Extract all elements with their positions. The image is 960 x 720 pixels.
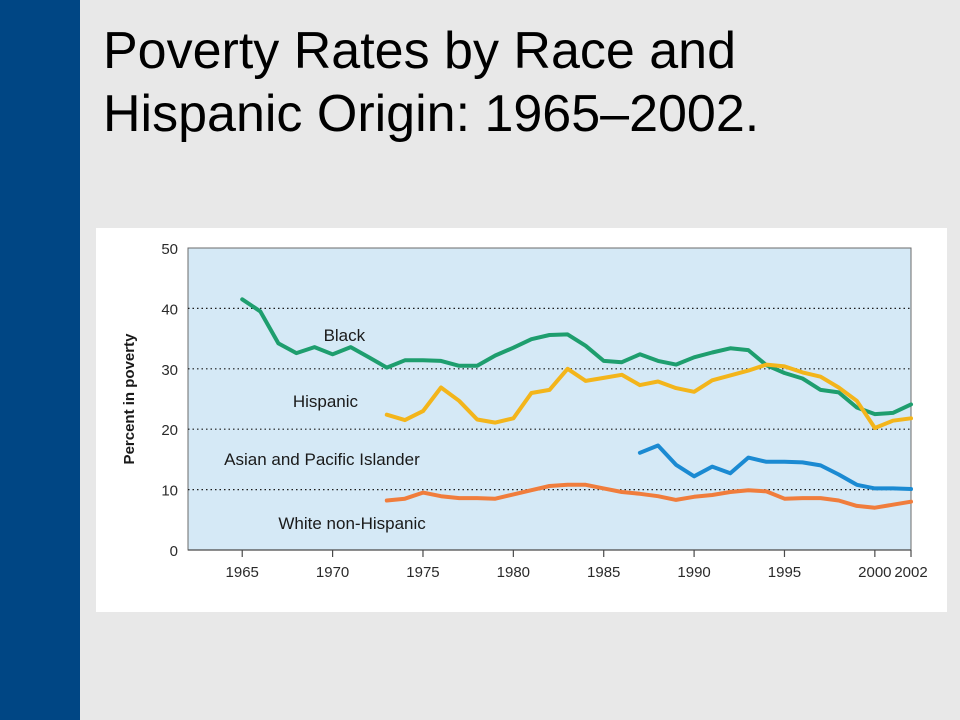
x-tick-label-1965: 1965 — [226, 564, 259, 581]
x-tick-label-1990: 1990 — [677, 564, 710, 581]
annotation-black: Black — [324, 326, 366, 345]
x-tick-label-1970: 1970 — [316, 564, 349, 581]
x-tick-label-1980: 1980 — [497, 564, 530, 581]
slide-title-line-2: Hispanic Origin: 1965–2002. — [103, 85, 760, 143]
series-annotations: Black Hispanic Asian and Pacific Islander W… — [224, 326, 426, 533]
y-axis-ticks: 0 10 20 30 40 50 — [161, 241, 178, 560]
x-tick-label-1995: 1995 — [768, 564, 801, 581]
y-tick-label-50: 50 — [161, 241, 178, 258]
y-tick-label-40: 40 — [161, 301, 178, 318]
series-line-asian-and-pacific-islander — [637, 443, 913, 491]
y-tick-label-10: 10 — [161, 483, 178, 500]
x-tick-label-1985: 1985 — [587, 564, 620, 581]
chart-card: 1965 1970 1975 1980 1985 1990 1995 2000 2002 0 10… — [96, 228, 947, 612]
series-line-white-non-hispanic — [384, 482, 913, 510]
slide-sidebar-bar — [0, 0, 80, 720]
annotation-asian-and-pacific-islander: Asian and Pacific Islander — [224, 450, 420, 469]
slide-title: Poverty Rates by Race and Hispanic Origi… — [103, 20, 943, 146]
annotation-white-non-hispanic: White non-Hispanic — [278, 514, 426, 533]
slide-title-line-1: Poverty Rates by Race and — [103, 22, 736, 80]
grid-lines — [188, 307, 911, 491]
y-tick-label-20: 20 — [161, 422, 178, 439]
y-tick-label-0: 0 — [170, 543, 178, 560]
x-tick-label-2000: 2000 — [858, 564, 891, 581]
series-line-black — [240, 297, 913, 417]
x-tick-label-1975: 1975 — [406, 564, 439, 581]
series-layer — [240, 297, 913, 510]
y-tick-label-30: 30 — [161, 362, 178, 379]
annotation-hispanic: Hispanic — [293, 392, 359, 411]
series-line-hispanic — [384, 362, 913, 430]
y-axis-label: Percent in poverty — [121, 333, 138, 465]
x-tick-label-2002: 2002 — [894, 564, 927, 581]
poverty-line-chart: 1965 1970 1975 1980 1985 1990 1995 2000 2002 0 10… — [121, 241, 928, 581]
x-axis-ticks: 1965 1970 1975 1980 1985 1990 1995 2000 2002 — [226, 550, 928, 581]
